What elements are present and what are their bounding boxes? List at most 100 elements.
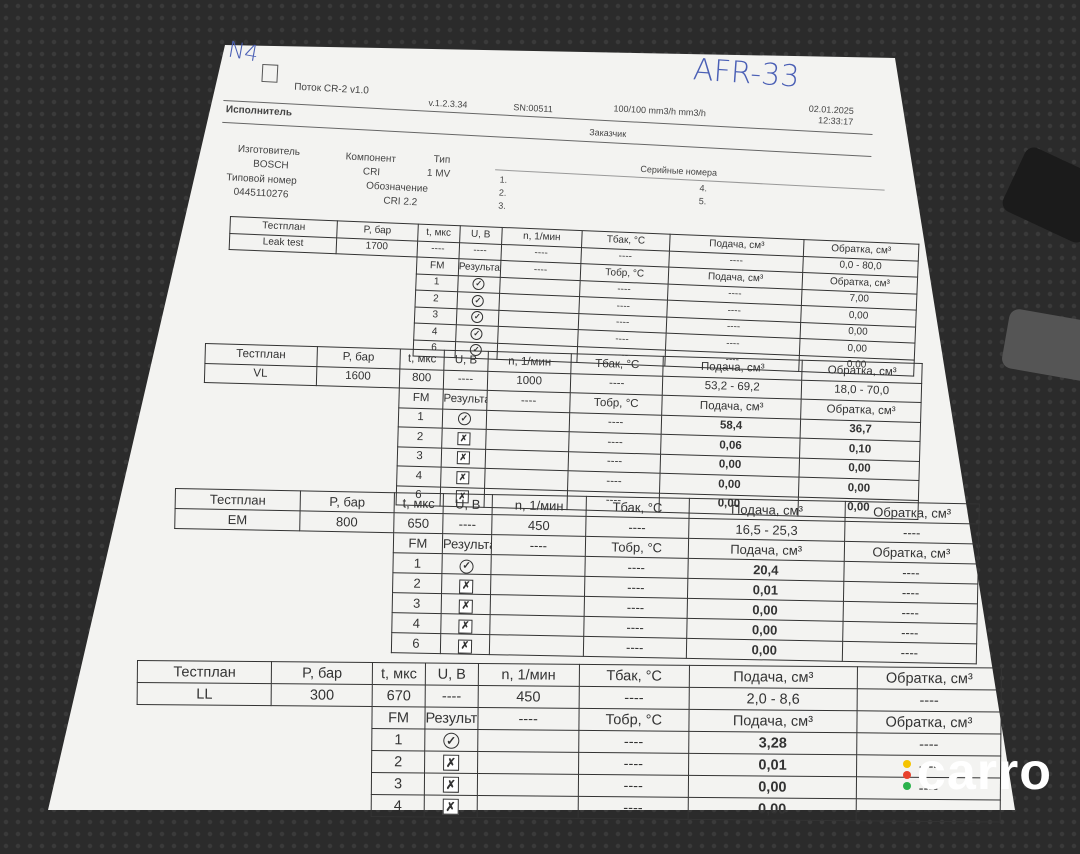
logo-dots [902, 757, 911, 793]
logo-text: carro [916, 743, 1052, 801]
sub-column-header: Результат [442, 533, 492, 555]
empty-cell [477, 751, 579, 775]
serial-slot: 1. [499, 174, 508, 185]
units: 100/100 mm3/h mm3/h [613, 103, 707, 119]
time: 12:33:17 [817, 115, 854, 127]
value-cell: EM [174, 508, 301, 531]
result-mark: ✗ [442, 776, 459, 793]
empty-cell [490, 574, 585, 597]
fm-number: 2 [397, 426, 443, 448]
result-cell: ✓ [441, 553, 492, 575]
spacer [136, 792, 371, 816]
empty-cell [477, 773, 579, 797]
column-header: P, бар [300, 490, 395, 513]
value-cell: 670 [372, 684, 426, 708]
column-header: U, B [425, 663, 479, 686]
return-cell: ---- [843, 561, 979, 584]
serial-slot: 5. [698, 195, 707, 207]
sub-column-header: Подача, см³ [688, 709, 858, 733]
serial: SN:00511 [513, 102, 554, 115]
column-header: n, 1/мин [492, 494, 587, 517]
tobr-cell: ---- [569, 431, 662, 454]
part: 0445110276 [233, 186, 289, 201]
empty-cell [477, 729, 579, 753]
empty-cell [476, 795, 578, 819]
tobr-cell: ---- [578, 730, 689, 754]
fm-number: 2 [371, 750, 425, 774]
fm-number: 3 [413, 306, 457, 325]
maker-label: Изготовитель [237, 143, 301, 159]
fm-number: 3 [371, 772, 425, 796]
sub-column-header: Результат [457, 258, 501, 277]
return-cell: ---- [856, 798, 1001, 823]
sub-column-header: FM [415, 257, 459, 276]
result-mark: ✗ [459, 578, 474, 594]
return-cell: ---- [843, 581, 978, 604]
type: 1 MV [426, 167, 451, 180]
serial-slot: 4. [699, 183, 708, 194]
column-header: Тбак, °C [571, 353, 664, 376]
fm-number: 4 [391, 612, 442, 634]
empty-cell [484, 448, 570, 471]
return-cell: ---- [842, 641, 977, 664]
result-mark: ✓ [443, 732, 460, 749]
customer: Заказчик [588, 127, 627, 140]
value-cell: ---- [844, 521, 979, 544]
column-header: P, бар [271, 661, 373, 685]
sub-column-header: ---- [491, 534, 586, 557]
value-cell: 800 [299, 510, 394, 533]
fm-number: 1 [371, 728, 425, 752]
column-header: P, бар [316, 346, 401, 369]
result-mark: ✓ [472, 277, 485, 291]
result-mark: ✗ [456, 451, 470, 465]
sub-column-header: FM [372, 706, 426, 730]
result-mark: ✗ [456, 470, 470, 484]
designation-label: Обозначение [365, 180, 429, 195]
report-icon [261, 63, 279, 83]
sub-column-header: Тобр, °C [585, 536, 689, 559]
spacer [137, 749, 372, 773]
value-cell: 450 [491, 514, 586, 537]
value-cell: ---- [458, 242, 502, 261]
result-cell: ✓ [456, 291, 500, 310]
result-cell: ✗ [424, 773, 478, 796]
empty-cell [490, 594, 585, 617]
result-mark: ✓ [457, 412, 472, 426]
result-mark: ✓ [471, 294, 485, 307]
sub-column-header: Тобр, °C [570, 392, 663, 415]
result-cell: ✓ [457, 275, 501, 294]
column-header: Обратка, см³ [857, 666, 1002, 691]
column-header: Тбак, °C [578, 664, 690, 688]
sub-column-header: Обратка, см³ [844, 541, 979, 564]
supply-cell: 0,00 [688, 775, 857, 799]
serial-slot: 3. [498, 200, 507, 211]
executor: Исполнитель [225, 104, 293, 119]
column-header: Тбак, °C [585, 496, 690, 519]
result-cell: ✗ [424, 751, 478, 774]
result-mark: ✗ [442, 754, 460, 771]
spacer [136, 771, 371, 795]
column-header: t, мкс [400, 348, 445, 370]
column-header: Тестплан [137, 660, 272, 684]
value-cell: ---- [443, 369, 488, 391]
value-cell: 1600 [315, 366, 401, 388]
tobr-cell: ---- [577, 774, 689, 798]
column-header: Тестплан [175, 488, 301, 511]
value-cell: ---- [857, 688, 1002, 713]
result-mark: ✓ [459, 558, 474, 574]
fm-number: 3 [397, 446, 442, 468]
sub-column-header: FM [393, 532, 443, 554]
empty-cell [489, 634, 584, 657]
spacer [137, 705, 372, 729]
tobr-cell: ---- [578, 752, 689, 776]
result-cell: ✗ [441, 428, 486, 449]
fm-number: 4 [413, 322, 456, 342]
result-cell: ✗ [440, 633, 490, 655]
sub-column-header: ---- [486, 390, 571, 413]
value-cell: 1000 [487, 370, 572, 393]
value-cell: ---- [570, 373, 663, 396]
empty-cell [485, 429, 570, 452]
